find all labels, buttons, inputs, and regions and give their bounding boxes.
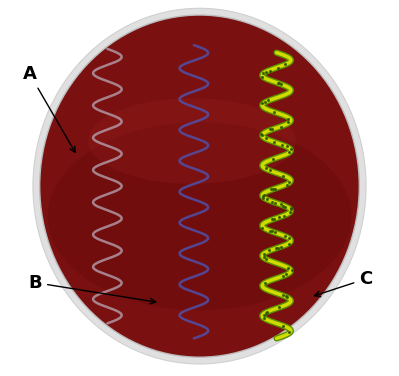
Ellipse shape xyxy=(33,8,366,364)
Text: C: C xyxy=(314,270,373,297)
Point xyxy=(268,186,275,192)
Point xyxy=(267,167,273,173)
Point xyxy=(263,69,269,75)
Point xyxy=(275,214,282,220)
Point xyxy=(281,61,288,67)
Point xyxy=(271,139,277,145)
Point xyxy=(261,315,267,321)
Point xyxy=(285,116,291,122)
Point xyxy=(281,233,288,239)
Point xyxy=(259,70,266,76)
Text: B: B xyxy=(28,274,156,304)
Point xyxy=(275,80,281,86)
Point xyxy=(288,267,295,273)
Point xyxy=(267,227,273,233)
Point xyxy=(259,74,265,80)
Point xyxy=(278,124,284,130)
Point xyxy=(275,65,281,71)
Point xyxy=(286,149,293,155)
Point xyxy=(261,99,268,105)
Point xyxy=(263,165,269,171)
Text: A: A xyxy=(23,65,75,152)
Point xyxy=(266,247,273,253)
Point xyxy=(267,126,274,132)
Ellipse shape xyxy=(88,98,296,184)
Point xyxy=(273,245,279,251)
Point xyxy=(269,216,276,222)
Point xyxy=(286,179,292,185)
Point xyxy=(259,100,266,106)
Point xyxy=(260,193,267,199)
Point xyxy=(264,196,270,202)
Point xyxy=(280,213,287,219)
Point xyxy=(262,280,269,286)
Point xyxy=(288,146,294,152)
Point xyxy=(269,199,275,205)
Point xyxy=(283,293,289,299)
Point xyxy=(282,271,289,277)
Point xyxy=(263,135,269,141)
Point xyxy=(287,209,293,215)
Point xyxy=(259,132,266,138)
Point xyxy=(284,182,290,188)
Point xyxy=(276,304,282,310)
Point xyxy=(272,186,279,192)
Point xyxy=(272,200,279,206)
Point xyxy=(261,192,267,198)
Point xyxy=(263,256,269,262)
Point xyxy=(272,229,278,235)
Point xyxy=(282,204,288,210)
Point xyxy=(260,195,266,201)
Point xyxy=(280,323,286,329)
Point xyxy=(258,131,265,137)
Point xyxy=(261,254,267,260)
Ellipse shape xyxy=(40,15,359,357)
Point xyxy=(271,109,277,115)
Point xyxy=(263,310,269,316)
Point xyxy=(285,265,291,271)
Point xyxy=(271,216,277,222)
Point xyxy=(280,273,286,279)
Point xyxy=(265,97,272,103)
Point xyxy=(278,202,284,208)
Point xyxy=(275,245,281,251)
Point xyxy=(278,244,284,250)
Point xyxy=(261,312,267,318)
Point xyxy=(279,143,286,149)
Point xyxy=(286,329,292,335)
Point xyxy=(267,68,273,74)
Point xyxy=(269,228,275,234)
Point xyxy=(276,80,282,86)
Point xyxy=(269,126,275,132)
Point xyxy=(270,186,277,192)
Point xyxy=(277,81,284,87)
Point xyxy=(284,294,290,300)
Ellipse shape xyxy=(48,122,351,310)
Point xyxy=(259,225,266,231)
Point xyxy=(284,143,290,149)
Point xyxy=(261,251,268,257)
Point xyxy=(279,292,286,298)
Point xyxy=(280,173,286,179)
Point xyxy=(270,156,277,162)
Point xyxy=(285,119,292,125)
Point xyxy=(288,206,294,212)
Point xyxy=(264,309,271,315)
Point xyxy=(286,235,292,241)
Point xyxy=(286,241,292,247)
Point xyxy=(288,205,294,211)
Point xyxy=(280,203,286,209)
